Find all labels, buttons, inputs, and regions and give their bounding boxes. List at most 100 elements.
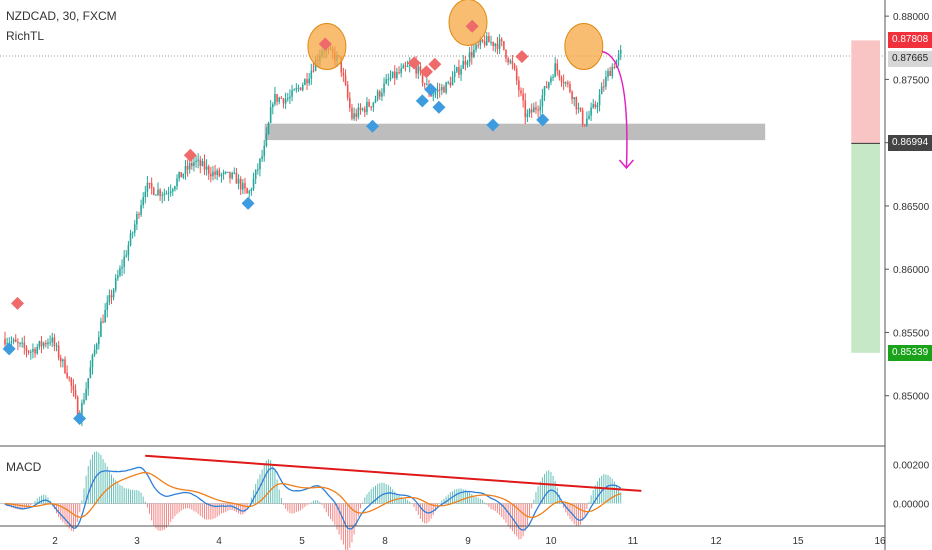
candle-body xyxy=(59,357,62,362)
candle-body xyxy=(391,71,394,78)
candle-body xyxy=(340,56,343,73)
candle-body xyxy=(408,64,411,66)
time-axis-tick: 9 xyxy=(465,536,471,547)
candle-body xyxy=(558,70,561,78)
candle xyxy=(278,96,281,105)
candle xyxy=(370,106,373,111)
candle xyxy=(470,44,473,65)
candle-body xyxy=(55,345,58,347)
price-axis-tick: 0.88000 xyxy=(893,12,930,23)
candle xyxy=(40,336,43,354)
candle xyxy=(417,64,420,80)
candle-body xyxy=(385,79,387,84)
candle-body xyxy=(182,173,185,178)
candle-body xyxy=(485,36,488,46)
candle xyxy=(526,109,529,123)
candle-body xyxy=(224,171,227,173)
candle-body xyxy=(498,39,501,49)
time-axis-tick: 8 xyxy=(382,536,388,547)
candle-body xyxy=(259,158,261,170)
candle-body xyxy=(51,337,54,343)
candle-body xyxy=(490,41,492,43)
candle xyxy=(62,358,64,368)
candle xyxy=(87,378,90,396)
candle xyxy=(387,73,390,87)
candle-body xyxy=(246,188,248,194)
candle-body xyxy=(602,86,605,88)
candle xyxy=(112,287,115,301)
candle xyxy=(543,85,546,102)
candle xyxy=(224,171,227,175)
candle-body xyxy=(458,67,460,75)
candle-body xyxy=(543,86,546,96)
price-pane[interactable] xyxy=(0,0,885,427)
candle-body xyxy=(483,41,486,46)
candle-body xyxy=(144,191,147,198)
candle xyxy=(293,88,295,91)
candle xyxy=(138,211,140,219)
candle xyxy=(191,159,193,170)
candle xyxy=(49,335,51,346)
candle-body xyxy=(161,195,164,197)
candle xyxy=(68,376,71,382)
sell-signal xyxy=(428,57,442,71)
candle xyxy=(530,103,533,119)
candle-body xyxy=(619,50,622,55)
candle xyxy=(353,107,355,121)
candle xyxy=(98,331,100,350)
candle-body xyxy=(38,341,41,347)
buy-signal xyxy=(486,118,500,132)
candle-body xyxy=(274,94,276,105)
indicator-label: RichTL xyxy=(6,29,45,43)
candle-body xyxy=(112,289,115,298)
candle xyxy=(383,77,385,97)
candle-body xyxy=(53,337,56,346)
candle xyxy=(455,66,458,73)
candle xyxy=(104,303,106,323)
price-tag: 0.87665 xyxy=(888,50,932,67)
candle xyxy=(242,179,244,195)
candle-body xyxy=(146,182,149,192)
price-axis-tick: 0.86000 xyxy=(893,265,930,276)
candle xyxy=(361,107,364,112)
candle-body xyxy=(74,390,77,398)
candle-body xyxy=(155,194,157,196)
macd-pane[interactable] xyxy=(0,451,642,550)
candle-body xyxy=(571,91,573,100)
candle-body xyxy=(359,107,362,110)
candle xyxy=(438,83,441,98)
candle-body xyxy=(600,86,603,95)
candle xyxy=(261,149,263,162)
candle-body xyxy=(136,214,138,225)
candle-body xyxy=(598,94,601,106)
candle xyxy=(310,63,313,85)
candle xyxy=(119,265,121,277)
candle-body xyxy=(505,49,507,59)
candle-body xyxy=(308,78,310,84)
candle-body xyxy=(462,60,465,69)
candle-body xyxy=(12,339,15,342)
candle xyxy=(178,171,180,182)
candle-body xyxy=(441,86,443,91)
candle-body xyxy=(27,351,30,353)
candle-body xyxy=(312,70,315,72)
candle xyxy=(271,102,274,115)
candle-body xyxy=(297,87,300,89)
candle xyxy=(447,80,450,85)
candle-body xyxy=(23,342,26,348)
candle-body xyxy=(353,113,355,119)
candle xyxy=(376,89,379,102)
candle-body xyxy=(396,72,398,79)
candle xyxy=(195,155,197,168)
candle xyxy=(391,71,394,79)
sell-signal xyxy=(420,65,433,79)
candle xyxy=(436,82,439,100)
candle xyxy=(374,95,377,104)
candle xyxy=(569,81,571,94)
candle xyxy=(462,54,465,69)
macd-line xyxy=(4,466,622,531)
candle-body xyxy=(494,43,497,47)
candle-body xyxy=(383,83,385,93)
